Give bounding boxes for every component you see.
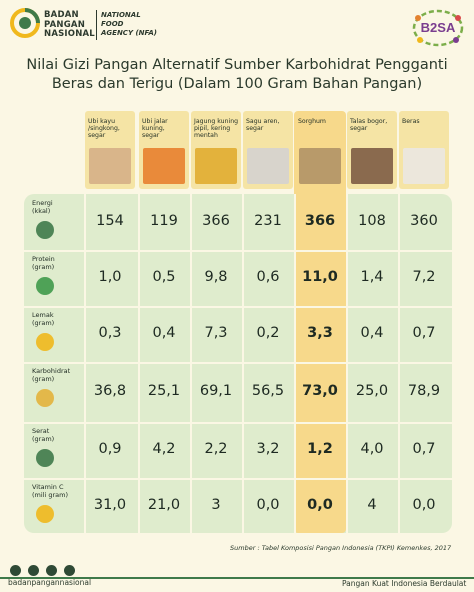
table-cell: 11,0 [302,269,338,285]
nutrient-label: Karbohidrat (gram) [32,367,71,383]
nutrient-label: Lemak (gram) [32,311,55,327]
food-photo [143,148,185,184]
table-cell: 0,4 [152,325,176,341]
table-cell: 3,3 [307,325,333,341]
table-cell: 154 [96,213,124,229]
table-cell: 69,1 [199,383,233,399]
footer-divider [0,577,474,579]
column-header-label: Sagu aren, segar [246,118,280,132]
table-cell: 0,7 [412,325,436,341]
social-icons [10,561,77,576]
table-cell: 0,3 [98,325,122,341]
table-cell: 0,5 [152,269,176,285]
header: BADAN PANGAN NASIONAL NATIONAL FOOD AGEN… [0,0,474,50]
column-header-label: Sorghum [298,118,326,125]
table-cell: 36,8 [93,383,127,399]
table-cell: 0,0 [307,496,333,513]
table-cell: 1,4 [360,269,384,285]
table-cell: 4,0 [360,441,384,457]
table-cell: 9,8 [204,269,228,285]
column-header-label: Jagung kuning pipil, kering mentah [194,118,239,139]
table-cell: 366 [304,213,336,229]
source-note: Sumber : Tabel Komposisi Pangan Indonesi… [230,544,452,552]
table-cell: 360 [410,213,438,229]
row-divider [24,478,452,480]
column-divider [294,194,296,533]
protein-shaker-icon [34,275,56,297]
energy-plug-icon [34,219,56,241]
table-cell: 7,2 [412,269,436,285]
table-cell: 2,2 [204,441,228,457]
table-cell: 1,0 [98,269,122,285]
table-cell: 0,6 [256,269,280,285]
table-cell: 7,3 [204,325,228,341]
table-cell: 25,1 [147,383,181,399]
table-cell: 3,2 [256,441,280,457]
table-cell: 21,0 [147,496,181,513]
column-header-label: Ubi kayu/singkong, segar [88,118,120,139]
food-photo [403,148,445,184]
row-divider [24,422,452,424]
logo-divider [96,10,97,40]
table-cell: 231 [254,213,282,229]
table-cell: 0,4 [360,325,384,341]
food-photo [89,148,131,184]
nutrient-label: Protein (gram) [32,255,55,271]
column-divider [346,194,348,533]
b2sa-text: B2SA [420,20,456,35]
column-divider [190,194,192,533]
nutrient-label: Energi (kkal) [32,199,53,215]
column-divider [138,194,140,533]
table-cell: 1,2 [307,441,333,457]
footer-tagline: Pangan Kuat Indonesia Berdaulat [342,579,467,588]
fat-droplets-icon [34,331,56,353]
table-cell: 0,7 [412,441,436,457]
table-cell: 366 [202,213,230,229]
table-cell: 0,9 [98,441,122,457]
food-photo [247,148,289,184]
fiber-leaf-icon [34,447,56,469]
table-cell: 3 [211,496,221,513]
b2sa-logo: B2SA [410,8,466,48]
carbohydrate-grain-icon [34,387,56,409]
youtube-icon[interactable] [64,565,76,576]
column-header-label: Talas bogor, segar [350,118,388,132]
row-divider [24,306,452,308]
table-cell: 73,0 [302,383,338,399]
page-title: Nilai Gizi Pangan Alternatif Sumber Karb… [26,57,448,92]
table-cell: 0,0 [412,496,436,513]
org-subtitle: NATIONAL FOOD AGENCY (NFA) [101,11,157,37]
food-photo [299,148,341,184]
table-cell: 4 [367,496,377,513]
column-header-label: Ubi jalar kuning, segar [142,118,168,139]
table-cell: 25,0 [355,383,389,399]
nutrient-label: Vitamin C (mili gram) [32,483,69,499]
b2sa-wreath-icon [412,9,464,47]
table-cell: 56,5 [251,383,285,399]
column-divider [398,194,400,533]
nutrient-label: Serat (gram) [32,427,55,443]
table-cell: 119 [150,213,178,229]
table-cell: 78,9 [407,383,441,399]
food-photo [195,148,237,184]
twitter-icon[interactable] [46,565,58,576]
org-name: BADAN PANGAN NASIONAL [44,10,95,39]
table-cell: 31,0 [93,496,127,513]
row-divider [24,250,452,252]
instagram-icon[interactable] [28,565,40,576]
table-cell: 4,2 [152,441,176,457]
nutrition-table [24,194,452,533]
vitamin-c-icon [34,503,56,525]
table-cell: 0,0 [256,496,280,513]
table-cell: 0,2 [256,325,280,341]
column-header-label: Beras [402,118,420,125]
row-divider [24,362,452,364]
column-divider [84,194,86,533]
food-photo [351,148,393,184]
social-handle: badanpangannasional [8,578,92,587]
table-cell: 108 [358,213,386,229]
nfa-logo-icon [10,8,40,38]
column-divider [242,194,244,533]
facebook-icon[interactable] [10,565,21,576]
